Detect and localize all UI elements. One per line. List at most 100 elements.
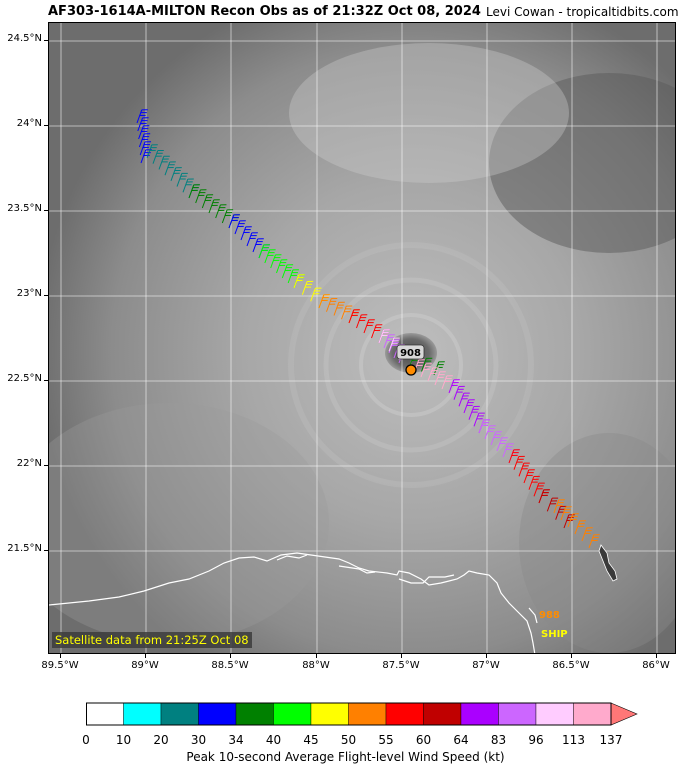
latitude-tick bbox=[44, 125, 48, 126]
longitude-tick-label: 86°W bbox=[642, 660, 670, 671]
coastline-detail bbox=[398, 574, 455, 584]
colorbar-segment bbox=[498, 702, 537, 726]
latitude-tick-label: 22°N bbox=[16, 458, 42, 469]
cloud-dark-region bbox=[489, 73, 675, 253]
wind-barb-icon bbox=[538, 489, 550, 504]
ship-marker bbox=[598, 544, 618, 582]
latitude-tick-label: 23°N bbox=[16, 288, 42, 299]
latitude-tick bbox=[44, 380, 48, 381]
longitude-tick bbox=[145, 654, 146, 658]
wind-barb-icon bbox=[581, 527, 593, 542]
latitude-tick bbox=[44, 465, 48, 466]
wind-barb-icon bbox=[176, 172, 188, 187]
wind-barb-icon bbox=[484, 425, 496, 440]
pressure-label-box bbox=[396, 344, 425, 360]
wind-barb-icon bbox=[215, 204, 227, 219]
wind-barb-icon bbox=[310, 287, 322, 302]
wind-barb-icon bbox=[588, 534, 600, 549]
colorbar-extend-arrow bbox=[610, 702, 638, 726]
wind-barb-icon bbox=[146, 144, 158, 159]
cloud-east-region bbox=[519, 433, 675, 653]
longitude-tick-label: 88.5°W bbox=[211, 660, 249, 671]
cloud-bright-region bbox=[289, 43, 569, 183]
wind-barbs bbox=[136, 109, 600, 549]
wind-barb-icon bbox=[246, 232, 258, 247]
wind-barb-icon bbox=[453, 385, 465, 400]
wind-barb-icon bbox=[478, 419, 490, 434]
wind-barb-icon bbox=[546, 497, 559, 512]
wind-barb-icon bbox=[458, 392, 470, 407]
colorbar-segment bbox=[86, 702, 124, 726]
wind-barb-icon bbox=[496, 437, 508, 452]
satellite-map-svg: 908 988 SHIP bbox=[49, 23, 675, 653]
longitude-tick bbox=[571, 654, 572, 658]
latitude-tick-label: 24.5°N bbox=[7, 33, 42, 44]
wind-barb-icon bbox=[234, 220, 246, 235]
latitude-tick-label: 24°N bbox=[16, 118, 42, 129]
colorbar-segment bbox=[160, 702, 199, 726]
wind-barb-icon bbox=[182, 178, 194, 193]
wind-barb-icon bbox=[383, 334, 395, 349]
wind-barb-icon bbox=[138, 125, 150, 140]
wind-barb-icon bbox=[188, 184, 200, 199]
wind-barb-icon bbox=[490, 431, 502, 446]
wind-barb-icon bbox=[560, 506, 572, 521]
wind-barb-icon bbox=[420, 363, 432, 378]
colorbar-tick-label: 96 bbox=[528, 733, 544, 747]
colorbar-tick-label: 45 bbox=[303, 733, 319, 747]
colorbar-segment bbox=[385, 702, 424, 726]
longitude-tick bbox=[316, 654, 317, 658]
wind-barb-icon bbox=[563, 514, 575, 529]
recon-map: 908 988 SHIP bbox=[48, 22, 676, 654]
latitude-tick-label: 21.5°N bbox=[7, 543, 42, 554]
wind-barb-icon bbox=[463, 399, 475, 414]
colorbar-segment bbox=[273, 702, 312, 726]
cloud-mid-region bbox=[49, 403, 329, 643]
wind-barb-icon bbox=[356, 314, 368, 329]
cloud-band-ring bbox=[288, 242, 534, 488]
longitude-tick-label: 87°W bbox=[472, 660, 500, 671]
colorbar-segment bbox=[460, 702, 499, 726]
latitude-tick bbox=[44, 40, 48, 41]
wind-barb-icon bbox=[318, 294, 330, 309]
ship-pressure-label: 988 bbox=[539, 610, 560, 621]
wind-barb-icon bbox=[276, 259, 288, 274]
wind-barb-icon bbox=[136, 109, 148, 124]
wind-barb-icon bbox=[528, 475, 540, 490]
wind-barb-icon bbox=[518, 462, 530, 477]
wind-barb-icon bbox=[201, 194, 214, 209]
longitude-tick bbox=[656, 654, 657, 658]
wind-barb-icon bbox=[264, 249, 276, 264]
wind-barb-icon bbox=[468, 405, 480, 420]
wind-barb-icon bbox=[228, 214, 240, 229]
wind-barb-icon bbox=[140, 149, 152, 164]
satellite-time-label: Satellite data from 21:25Z Oct 08 bbox=[52, 632, 252, 648]
latitude-tick-label: 23.5°N bbox=[7, 203, 42, 214]
coastline-detail bbox=[528, 607, 538, 624]
wind-barb-icon bbox=[326, 298, 338, 312]
colorbar-segment bbox=[123, 702, 162, 726]
wind-barb-icon bbox=[348, 309, 360, 324]
cloud-band-ring bbox=[359, 313, 463, 417]
longitude-tick-label: 88°W bbox=[302, 660, 330, 671]
colorbar-segment bbox=[573, 702, 612, 726]
colorbar-segment bbox=[348, 702, 387, 726]
latitude-tick bbox=[44, 295, 48, 296]
wind-barb-icon bbox=[363, 319, 375, 334]
colorbar-tick-label: 10 bbox=[115, 733, 132, 747]
wind-barb-icon bbox=[427, 367, 439, 382]
wind-barb-icon bbox=[170, 167, 182, 182]
center-pressure-label: 908 bbox=[400, 348, 421, 359]
storm-center-icon bbox=[405, 364, 417, 376]
wind-barb-icon bbox=[152, 149, 164, 164]
colorbar-tick-label: 83 bbox=[490, 733, 507, 747]
coastline bbox=[49, 552, 538, 653]
wind-barb-icon bbox=[513, 455, 525, 470]
coastline-yucatan bbox=[49, 552, 536, 653]
longitude-tick-label: 86.5°W bbox=[552, 660, 590, 671]
wind-barb-icon bbox=[371, 324, 383, 339]
wind-barb-icon bbox=[281, 264, 294, 279]
colorbar-tick-label: 137 bbox=[599, 733, 623, 747]
wind-barb-icon bbox=[333, 301, 345, 316]
wind-barb-icon bbox=[553, 499, 565, 514]
